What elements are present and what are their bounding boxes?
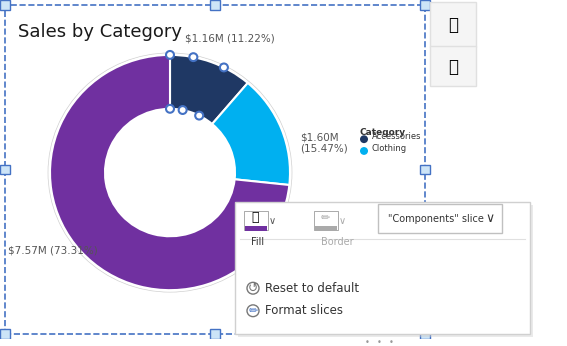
Circle shape: [166, 51, 174, 59]
FancyBboxPatch shape: [235, 202, 530, 334]
FancyBboxPatch shape: [238, 205, 533, 337]
Circle shape: [166, 105, 174, 113]
Text: •: •: [376, 338, 382, 346]
Circle shape: [189, 53, 197, 61]
FancyBboxPatch shape: [210, 0, 220, 10]
FancyBboxPatch shape: [420, 165, 430, 174]
Circle shape: [360, 135, 368, 143]
Text: Fill: Fill: [251, 237, 264, 247]
FancyBboxPatch shape: [420, 329, 430, 339]
Text: $1.16M (11.22%): $1.16M (11.22%): [185, 33, 275, 43]
Text: •: •: [365, 338, 370, 346]
Text: ✏: ✏: [248, 306, 257, 316]
Text: ∨: ∨: [269, 216, 276, 226]
FancyBboxPatch shape: [0, 165, 10, 174]
Wedge shape: [50, 55, 289, 290]
FancyBboxPatch shape: [0, 329, 10, 339]
Circle shape: [195, 112, 203, 119]
Text: Border: Border: [321, 237, 354, 247]
Wedge shape: [212, 83, 290, 185]
Text: $1.60M
(15.47%): $1.60M (15.47%): [300, 132, 348, 154]
Text: Accessories: Accessories: [372, 132, 421, 141]
FancyBboxPatch shape: [0, 0, 10, 10]
Text: Clothing: Clothing: [372, 144, 407, 153]
FancyBboxPatch shape: [210, 329, 220, 339]
Text: Category: Category: [360, 128, 406, 137]
Text: ∨: ∨: [339, 216, 346, 226]
Text: 📊: 📊: [448, 16, 458, 34]
Text: ↺: ↺: [248, 282, 258, 295]
Circle shape: [360, 147, 368, 155]
FancyBboxPatch shape: [430, 2, 476, 47]
Text: 🖌: 🖌: [448, 58, 458, 76]
FancyBboxPatch shape: [420, 0, 430, 10]
Circle shape: [220, 64, 228, 71]
Text: •: •: [388, 338, 393, 346]
Text: 🪣: 🪣: [251, 211, 259, 224]
Text: $7.57M (73.31%): $7.57M (73.31%): [8, 246, 98, 256]
Text: Format slices: Format slices: [265, 304, 343, 317]
Wedge shape: [170, 55, 248, 124]
Text: ✏: ✏: [321, 213, 331, 222]
Text: "Components" slice: "Components" slice: [388, 213, 484, 224]
FancyBboxPatch shape: [245, 226, 267, 231]
Text: Sales by Category: Sales by Category: [18, 22, 182, 40]
Text: ∨: ∨: [485, 212, 494, 225]
FancyBboxPatch shape: [430, 46, 476, 86]
Circle shape: [179, 106, 187, 114]
Text: Reset to default: Reset to default: [265, 282, 359, 295]
FancyBboxPatch shape: [315, 226, 337, 231]
FancyBboxPatch shape: [378, 204, 502, 233]
